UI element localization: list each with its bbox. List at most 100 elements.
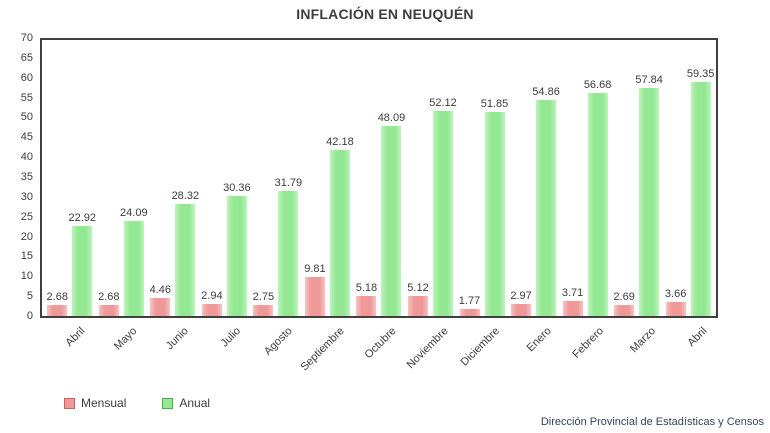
x-label-cell: Julio [198, 320, 250, 392]
bar-mensual: 1.77 [459, 295, 480, 316]
y-tick-label: 65 [20, 51, 33, 64]
x-label-cell: Septiembre [298, 320, 353, 392]
bar-value-label: 2.68 [46, 291, 68, 304]
x-tick-label: Abril [685, 325, 710, 350]
bar-mensual: 2.75 [253, 291, 274, 316]
bar-value-label: 57.84 [635, 73, 663, 86]
x-tick-label: Julio [218, 325, 243, 350]
plot-bars: 2.68 22.92 2.68 24.09 4.46 28.32 2.94 30.36 2.75… [42, 40, 716, 316]
bar-value-label: 31.79 [274, 176, 303, 189]
bar-anual: 59.35 [687, 68, 714, 316]
legend-label-mensual: Mensual [81, 396, 127, 410]
x-label-cell: Diciembre [457, 320, 509, 392]
bar-value-label: 52.12 [429, 96, 457, 109]
x-label-cell: Marzo [612, 320, 664, 392]
x-tick-label: Septiembre [298, 325, 347, 374]
x-label-cell: Enero [509, 320, 561, 392]
bar-group: 2.97 54.86 [508, 40, 560, 316]
x-label-cell: Mayo [94, 320, 146, 392]
bar-mensual: 9.81 [304, 263, 326, 316]
bar-value-label: 28.32 [171, 190, 200, 203]
x-tick-label: Enero [524, 325, 555, 355]
legend-label-anual: Anual [179, 396, 211, 410]
legend-item-anual: Anual [162, 396, 210, 410]
bar-mensual: 3.71 [562, 287, 583, 316]
bar-value-label: 3.71 [561, 287, 584, 300]
bar-value-label: 51.85 [480, 97, 509, 110]
x-label-cell: Octubre [353, 320, 405, 392]
bar-value-label: 9.81 [304, 263, 326, 276]
anual-swatch-icon [162, 397, 174, 409]
bar-mensual: 2.94 [201, 290, 223, 316]
bar-value-label: 24.09 [120, 207, 148, 220]
bar-value-label: 30.36 [223, 182, 251, 195]
bar-anual: 51.85 [481, 98, 508, 316]
x-label-cell: Abril [42, 320, 94, 392]
y-tick-label: 0 [26, 310, 33, 322]
bar-anual: 30.36 [223, 182, 251, 316]
y-tick-label: 25 [20, 210, 33, 223]
plot-area: 2.68 22.92 2.68 24.09 4.46 28.32 2.94 30.36 2.75… [40, 38, 718, 318]
bar-group: 5.18 48.09 [353, 40, 405, 316]
x-tick-label: Marzo [627, 325, 658, 356]
x-label-cell: Febrero [560, 320, 612, 392]
bar-value-label: 5.12 [407, 281, 429, 294]
bar-value-label: 56.68 [583, 78, 612, 91]
bar-value-label: 3.66 [664, 287, 687, 300]
bar-anual: 56.68 [584, 79, 611, 316]
x-tick-label: Febrero [570, 325, 606, 361]
y-tick-label: 20 [20, 230, 33, 243]
bar-group: 2.69 57.84 [611, 40, 663, 316]
bar-mensual: 2.97 [510, 290, 532, 316]
x-tick-label: Noviembre [404, 325, 451, 372]
y-tick-label: 5 [26, 290, 33, 303]
bar-mensual: 4.46 [150, 284, 171, 316]
x-tick-label: Octubre [362, 325, 399, 362]
bar-group: 3.71 56.68 [559, 40, 611, 316]
bar-group: 5.12 52.12 [405, 40, 457, 316]
x-label-cell: Abril [664, 320, 716, 392]
bar-anual: 57.84 [635, 74, 663, 316]
chart-legend: Mensual Anual [64, 396, 210, 410]
bar-mensual: 5.18 [356, 282, 377, 316]
bar-value-label: 48.09 [377, 112, 406, 125]
bar-value-label: 2.69 [613, 291, 635, 304]
bar-value-label: 2.68 [98, 291, 120, 304]
bar-group: 2.68 22.92 [44, 40, 96, 316]
bar-group: 2.68 24.09 [96, 40, 148, 316]
bar-group: 9.81 42.18 [302, 40, 354, 316]
y-tick-label: 45 [20, 131, 33, 144]
bar-value-label: 1.77 [458, 295, 481, 308]
bar-value-label: 42.18 [326, 135, 354, 148]
bar-group: 3.66 59.35 [662, 40, 714, 316]
bar-mensual: 3.66 [665, 288, 686, 316]
bar-mensual: 2.68 [98, 291, 120, 316]
mensual-swatch-icon [64, 397, 75, 409]
x-tick-label: Junio [164, 325, 192, 353]
x-tick-label: Diciembre [458, 325, 503, 369]
bar-anual: 54.86 [532, 86, 560, 316]
y-tick-label: 10 [20, 270, 33, 283]
x-tick-label: Agosto [262, 325, 295, 358]
y-tick-label: 60 [20, 71, 33, 84]
bar-anual: 22.92 [69, 212, 96, 316]
legend-item-mensual: Mensual [64, 396, 126, 410]
bar-mensual: 2.68 [47, 291, 68, 316]
bar-value-label: 2.75 [252, 291, 275, 304]
x-label-cell: Agosto [249, 320, 301, 392]
y-tick-label: 15 [20, 250, 33, 263]
bar-value-label: 54.86 [532, 85, 560, 98]
chart-title: INFLACIÓN EN NEUQUÉN [296, 6, 474, 22]
bar-value-label: 22.92 [68, 211, 97, 224]
source-attribution: Dirección Provincial de Estadísticas y C… [540, 416, 764, 428]
bar-anual: 28.32 [172, 190, 199, 316]
bar-anual: 31.79 [275, 177, 302, 316]
y-axis-ticks: 0 5 10 15 20 25 30 35 40 45 50 55 60 65 70 [0, 32, 36, 322]
y-tick-label: 35 [20, 171, 33, 183]
x-tick-label: Abril [63, 325, 88, 350]
bar-anual: 42.18 [326, 136, 354, 316]
bar-value-label: 2.94 [201, 290, 223, 303]
y-tick-label: 50 [20, 111, 33, 124]
bar-mensual: 5.12 [407, 282, 429, 316]
